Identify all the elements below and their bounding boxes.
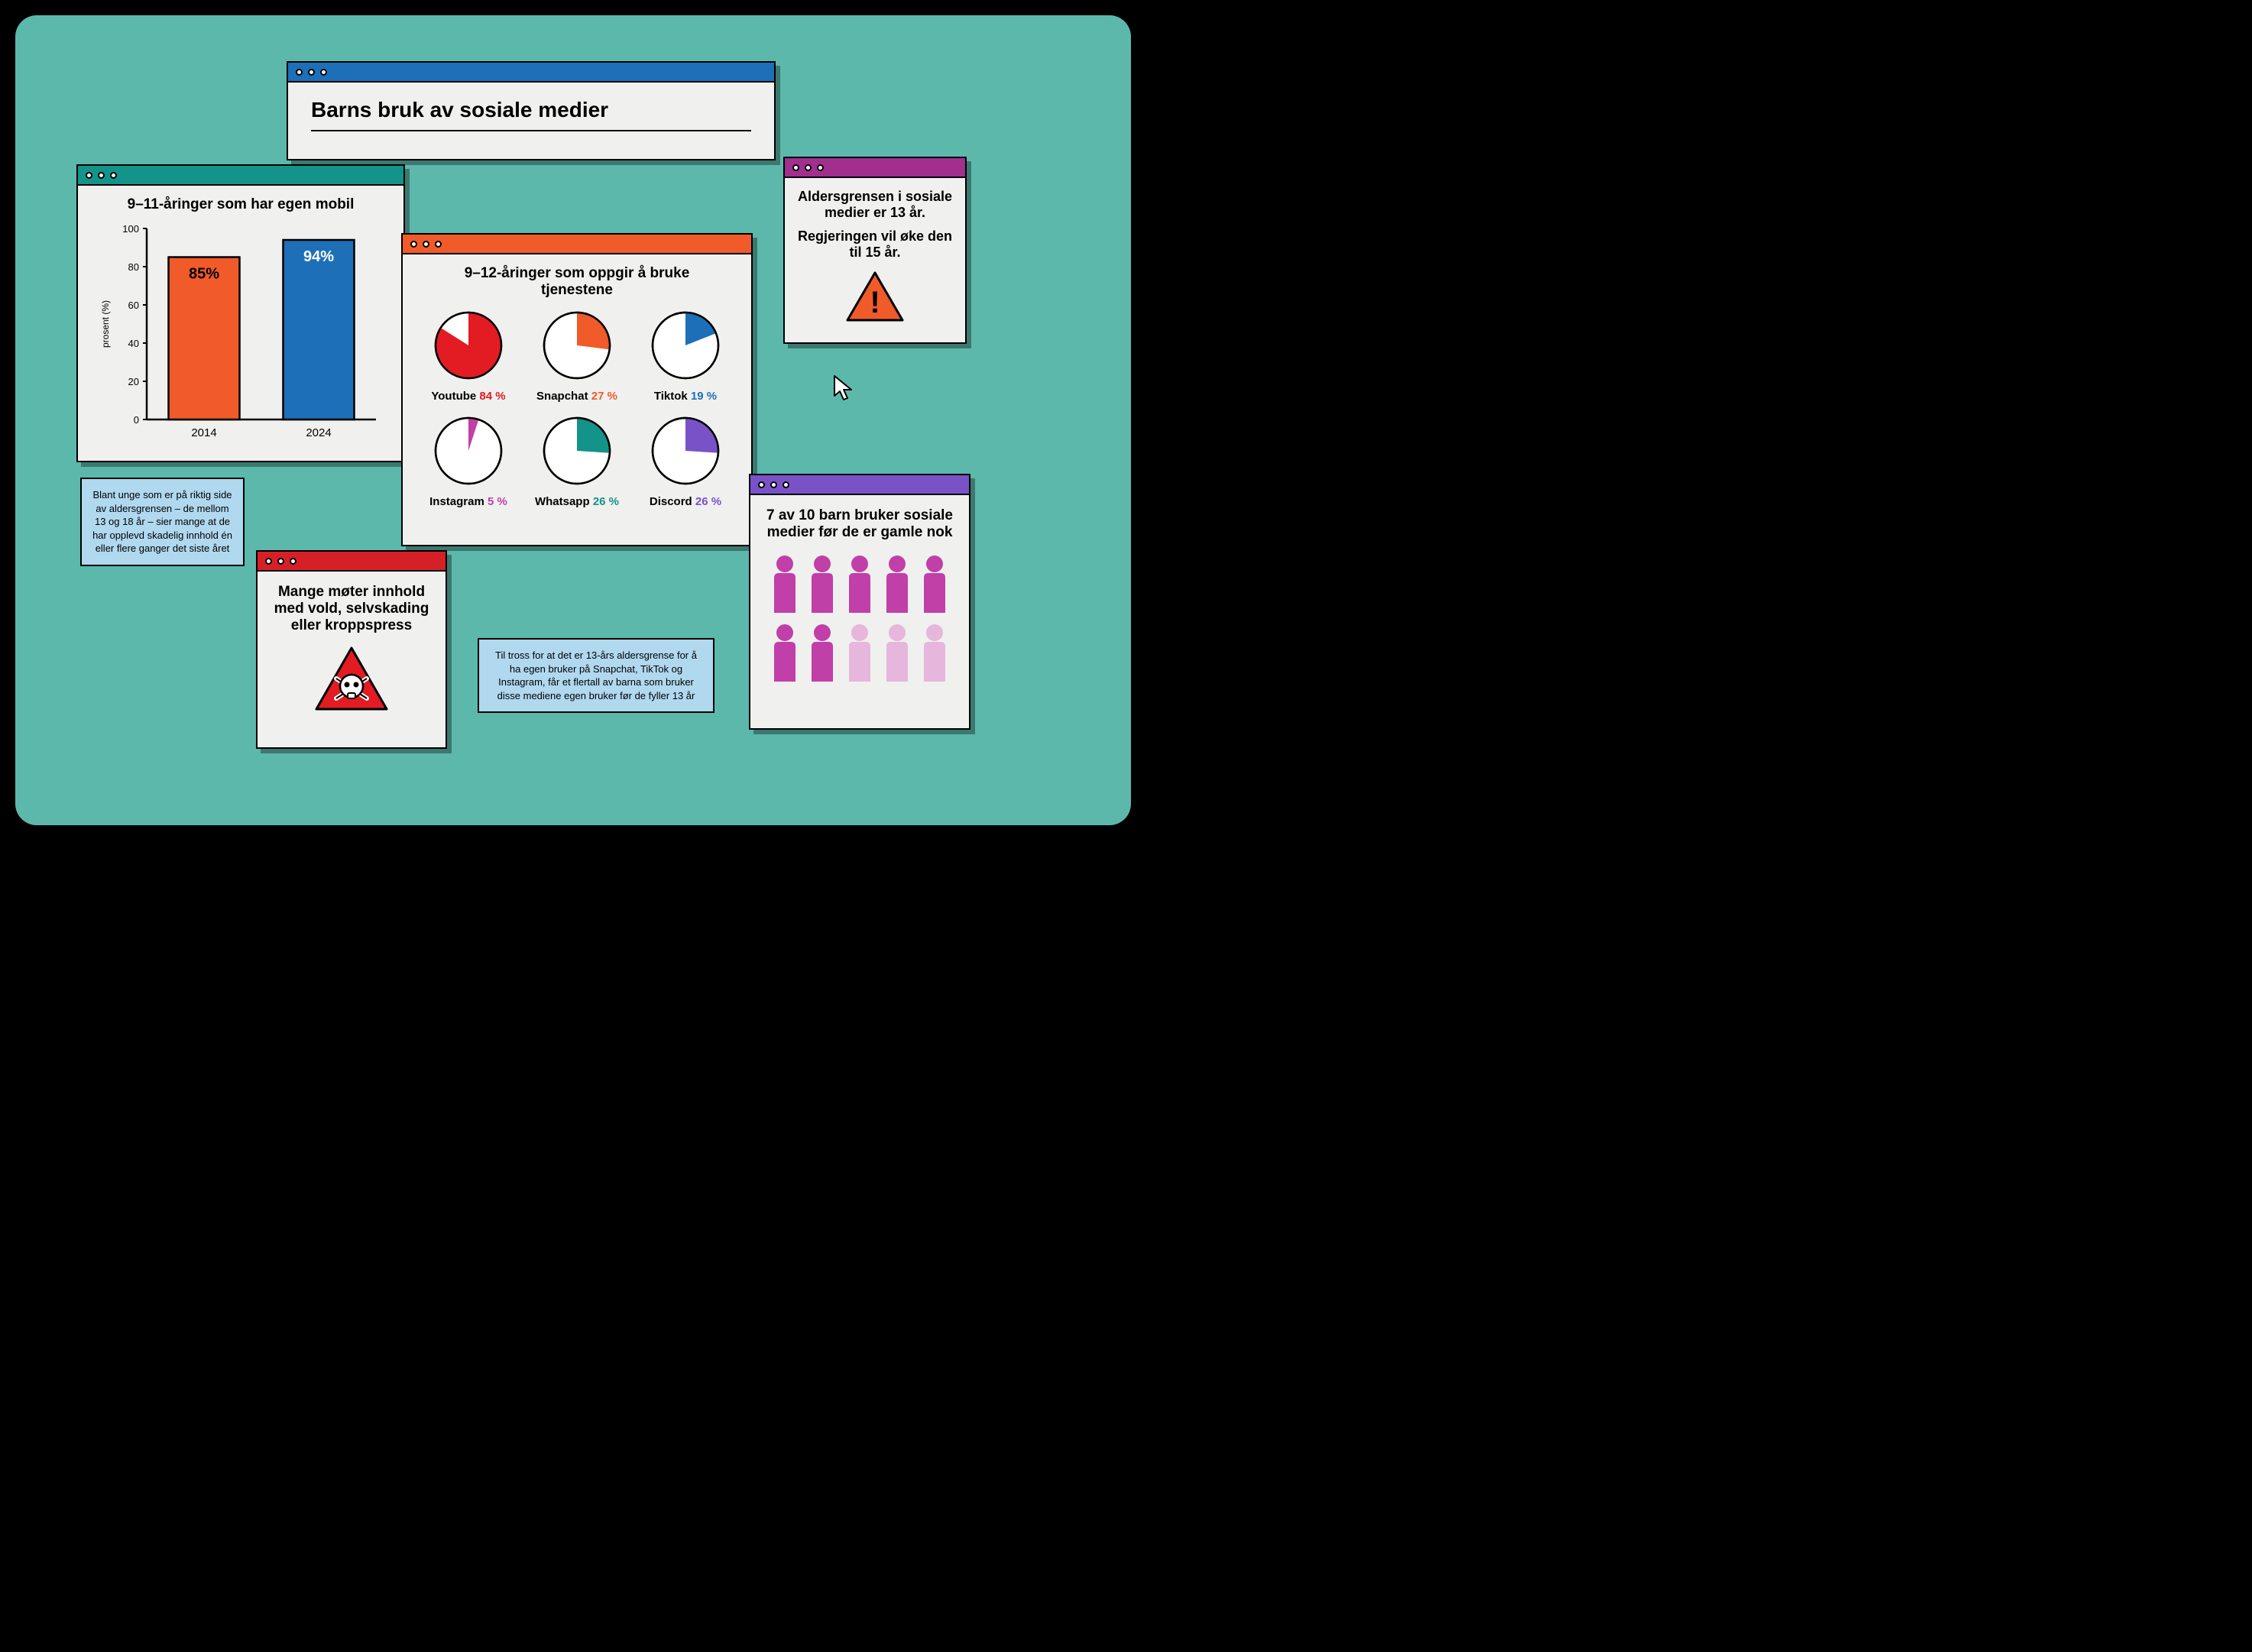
pie-grid: Youtube 84 % Snapchat 27 % Tiktok 19 % Inst… [418, 311, 736, 508]
titlebar [78, 166, 403, 186]
person-icon-on [919, 555, 950, 614]
window-dot [758, 481, 765, 488]
warning-icon: ! [844, 270, 906, 323]
window-dot [792, 164, 799, 171]
window-dot [805, 164, 812, 171]
bar-chart-window: 9–11-åringer som har egen mobil 0 20 40 60 8… [76, 164, 405, 462]
window-dot [265, 558, 272, 565]
window-dot [86, 172, 92, 179]
titlebar [750, 475, 969, 495]
bar-chart: 0 20 40 60 80 100 prosent (%) 85% 2014 94% 2024 [93, 221, 391, 450]
person-icon-on [807, 624, 838, 683]
titlebar [258, 552, 446, 572]
window-dot [290, 558, 296, 565]
note-left: Blant unge som er på riktig side av alde… [80, 478, 245, 566]
harm-title: Mange møter innhold med vold, selvskadin… [271, 584, 432, 634]
age-limit-window: Aldersgrensen i sosiale medier er 13 år.… [783, 157, 967, 344]
page-title: Barns bruk av sosiale medier [311, 98, 751, 131]
pie-icon [543, 416, 611, 485]
danger-skull-icon [313, 645, 390, 712]
pie-label: Youtube 84 % [431, 390, 505, 403]
svg-text:80: 80 [128, 261, 139, 273]
window-dot [277, 558, 284, 565]
note-left-text: Blant unge som er på riktig side av alde… [92, 489, 232, 554]
pie-label: Discord 26 % [650, 495, 721, 508]
bar-chart-title: 9–11-åringer som har egen mobil [93, 196, 388, 213]
person-icon-on [807, 555, 838, 614]
pie-chart-title: 9–12-åringer som oppgir å bruke tjeneste… [441, 265, 713, 299]
titlebar [288, 63, 774, 83]
pie-item: Tiktok 19 % [651, 311, 720, 403]
pie-label: Tiktok 19 % [651, 390, 720, 403]
svg-text:100: 100 [122, 223, 139, 235]
svg-text:0: 0 [134, 414, 139, 426]
svg-text:2024: 2024 [306, 426, 331, 439]
person-icon-off [882, 624, 912, 683]
svg-text:prosent (%): prosent (%) [100, 300, 111, 348]
window-dot [410, 241, 417, 248]
pie-icon [651, 311, 720, 380]
svg-text:94%: 94% [303, 248, 334, 265]
person-icon-on [882, 555, 912, 614]
svg-text:85%: 85% [189, 266, 219, 283]
person-icon-on [844, 555, 875, 614]
window-dot [783, 481, 789, 488]
pie-item: Snapchat 27 % [536, 311, 617, 403]
title-window: Barns bruk av sosiale medier [287, 61, 776, 160]
seven-of-ten-window: 7 av 10 barn bruker sosiale medier før d… [749, 474, 970, 730]
window-dot [423, 241, 429, 248]
window-dot [435, 241, 442, 248]
svg-text:2014: 2014 [191, 426, 216, 439]
canvas: Barns bruk av sosiale medier 9–11-åringe… [15, 15, 1131, 825]
pie-item: Youtube 84 % [431, 311, 505, 403]
pie-label: Instagram 5 % [429, 495, 507, 508]
age-limit-text-2: Regjeringen vil øke den til 15 år. [797, 228, 953, 261]
svg-text:!: ! [870, 286, 880, 319]
window-dot [98, 172, 105, 179]
window-dot [110, 172, 117, 179]
pie-label: Snapchat 27 % [536, 390, 617, 403]
window-dot [308, 69, 315, 76]
people-grid [764, 555, 955, 683]
seven-title: 7 av 10 barn bruker sosiale medier før d… [764, 507, 955, 541]
person-icon-on [770, 624, 800, 683]
pie-item: Discord 26 % [650, 416, 721, 508]
age-limit-text-1: Aldersgrensen i sosiale medier er 13 år. [797, 189, 953, 221]
titlebar [785, 158, 965, 178]
window-dot [296, 69, 303, 76]
svg-text:40: 40 [128, 338, 139, 349]
person-icon-off [844, 624, 875, 683]
person-icon-off [919, 624, 950, 683]
titlebar [403, 235, 751, 254]
harm-window: Mange møter innhold med vold, selvskadin… [256, 550, 447, 749]
person-icon-on [770, 555, 800, 614]
window-dot [320, 69, 327, 76]
note-bottom-text: Til tross for at det er 13-års aldersgre… [495, 649, 697, 701]
svg-text:60: 60 [128, 300, 139, 311]
cursor-icon [833, 374, 854, 402]
svg-text:20: 20 [128, 376, 139, 387]
note-bottom: Til tross for at det er 13-års aldersgre… [478, 638, 714, 713]
pie-item: Instagram 5 % [429, 416, 507, 508]
pie-icon [651, 416, 720, 485]
pie-icon [434, 311, 503, 380]
pie-item: Whatsapp 26 % [535, 416, 619, 508]
pie-chart-window: 9–12-åringer som oppgir å bruke tjeneste… [401, 233, 753, 546]
pie-label: Whatsapp 26 % [535, 495, 619, 508]
window-dot [770, 481, 777, 488]
pie-icon [434, 416, 503, 485]
pie-icon [543, 311, 611, 380]
window-dot [817, 164, 824, 171]
